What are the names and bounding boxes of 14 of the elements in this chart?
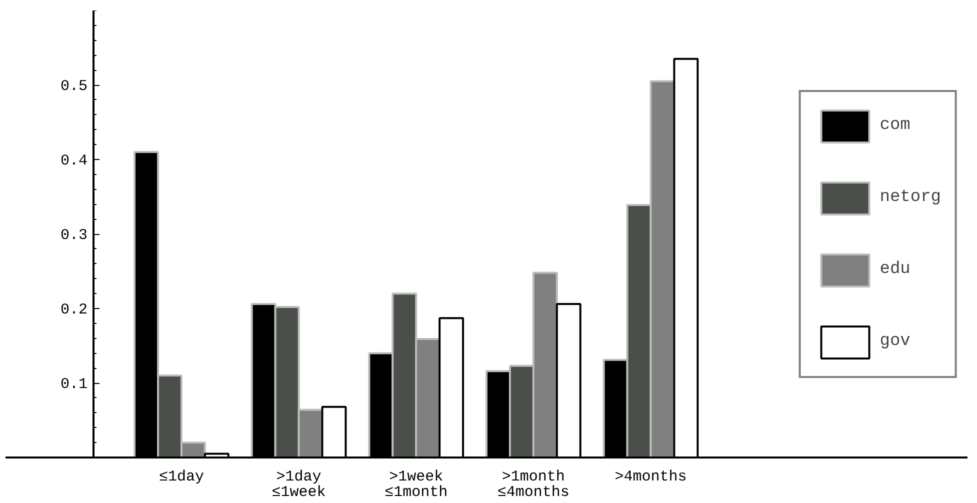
x-tick-label: >1month ≤4months	[497, 468, 570, 501]
x-tick-label: >1day ≤1week	[272, 468, 326, 501]
legend-label: gov	[880, 332, 910, 351]
legend-label: edu	[880, 260, 910, 279]
x-tick-label: >4months	[614, 468, 687, 486]
x-tick-label: ≤1day	[158, 468, 204, 486]
y-tick-label: 0.3	[60, 227, 88, 244]
y-tick-label: 0.4	[60, 152, 88, 170]
y-tick-label: 0.1	[60, 376, 88, 393]
x-tick-label: >1week ≤1month	[384, 468, 448, 501]
legend-label: com	[880, 116, 910, 135]
legend-label: netorg	[880, 188, 941, 207]
y-tick-label: 0.5	[60, 78, 88, 95]
y-tick-label: 0.2	[60, 302, 88, 318]
